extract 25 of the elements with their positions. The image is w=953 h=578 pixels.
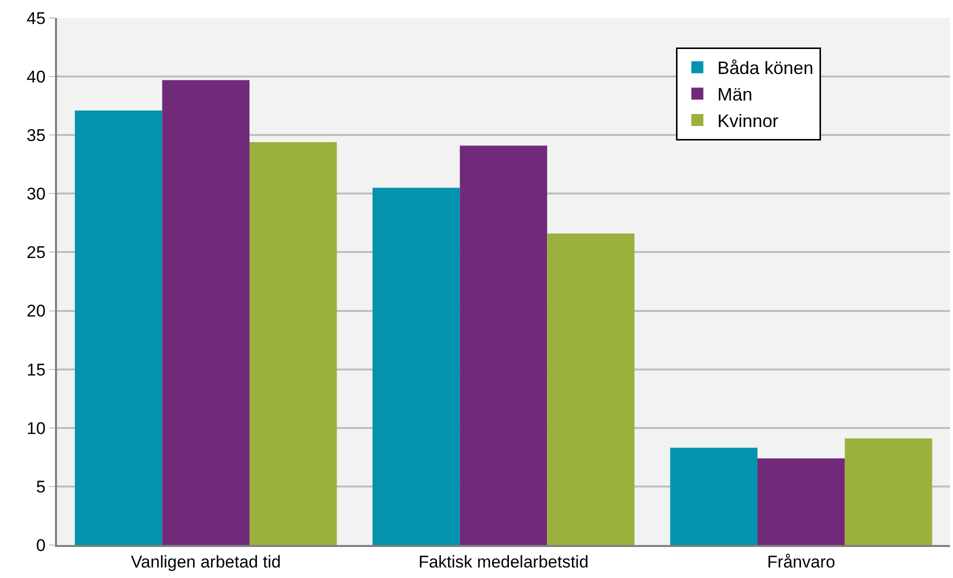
bar xyxy=(844,438,932,545)
y-tick-label: 25 xyxy=(26,243,46,262)
y-tick-label: 30 xyxy=(26,184,46,204)
y-tick-label: 0 xyxy=(36,536,46,555)
bar xyxy=(758,458,845,545)
legend-label: Båda könen xyxy=(717,58,814,78)
bar xyxy=(460,146,548,545)
y-tick-label: 35 xyxy=(26,126,46,146)
y-tick-label: 45 xyxy=(26,8,46,28)
y-tick-label: 40 xyxy=(26,68,46,87)
bar xyxy=(670,448,758,545)
bar xyxy=(372,188,460,545)
y-tick-label: 10 xyxy=(26,418,46,438)
legend-label: Kvinnor xyxy=(717,111,778,132)
bar xyxy=(162,80,250,545)
x-tick-label: Vanligen arbetad tid xyxy=(130,552,281,572)
y-tick-label: 5 xyxy=(36,477,46,496)
y-tick-label: 15 xyxy=(26,360,46,380)
bar xyxy=(249,142,337,545)
x-tick-label: Frånvaro xyxy=(767,552,836,572)
x-tick-label: Faktisk medelarbetstid xyxy=(418,552,589,572)
bar xyxy=(74,110,162,545)
bar xyxy=(547,233,634,545)
y-tick-label: 20 xyxy=(26,302,46,321)
legend-label: Män xyxy=(717,84,752,105)
